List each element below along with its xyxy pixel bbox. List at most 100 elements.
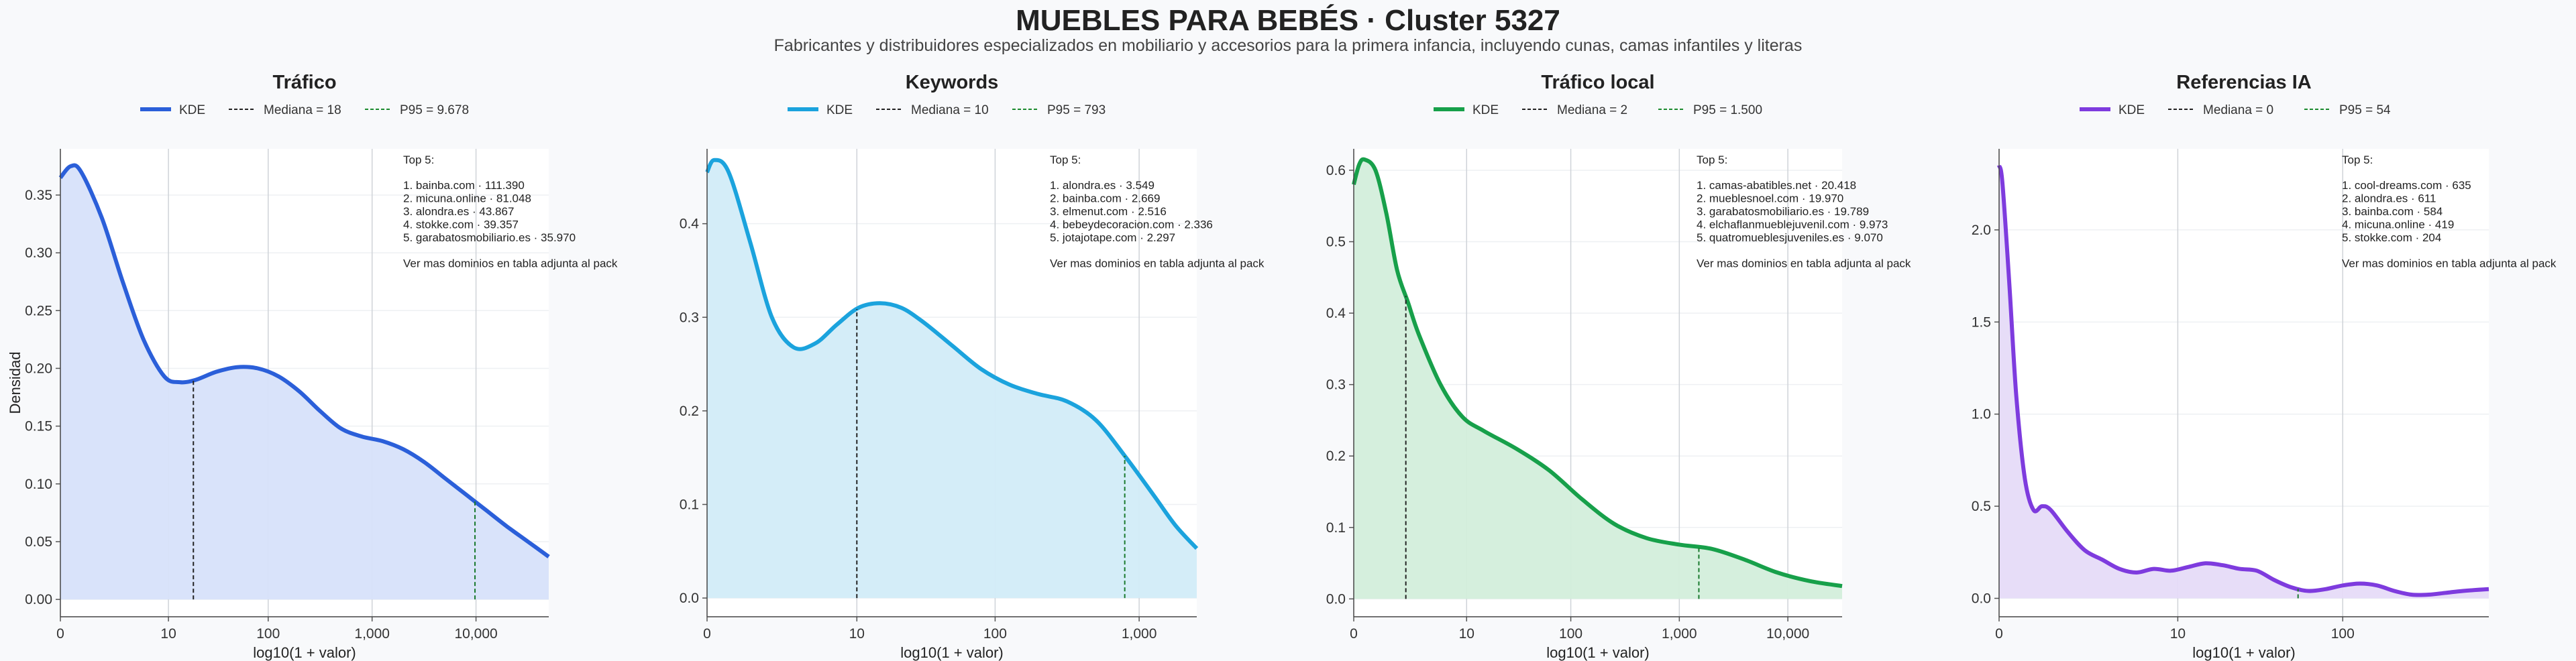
kde-area — [60, 165, 549, 600]
legend-p95-label: P95 = 9.678 — [400, 103, 469, 117]
legend: KDE Mediana = 0 P95 = 54 — [2080, 103, 2391, 117]
x-tick-label: 100 — [983, 626, 1007, 642]
x-tick-label: 10 — [160, 626, 176, 642]
kde-area — [707, 160, 1197, 599]
top5-item: 5. jotajotape.com · 2.297 — [1050, 231, 1175, 244]
top5-item: 2. micuna.online · 81.048 — [403, 192, 531, 205]
top5-item: 4. stokke.com · 39.357 — [403, 219, 519, 231]
top5-item: 3. bainba.com · 584 — [2342, 205, 2443, 218]
legend-median-label: Mediana = 0 — [2203, 103, 2273, 117]
legend-kde-label: KDE — [826, 103, 853, 117]
kde-line — [1997, 164, 2489, 597]
top5-item: 4. elchaflanmueblejuvenil.com · 9.973 — [1697, 219, 1888, 231]
y-tick-label: 0.0 — [1972, 591, 1991, 607]
legend: KDE Mediana = 2 P95 = 1.500 — [1434, 103, 1762, 117]
y-tick-label: 2.0 — [1972, 223, 1991, 238]
x-tick-label: 100 — [2331, 626, 2355, 642]
top5-note: Ver mas dominios en tabla adjunta al pac… — [1697, 257, 1911, 270]
chart-title: Tráfico local — [1541, 72, 1654, 93]
legend-kde-label: KDE — [1472, 103, 1499, 117]
top5-heading: Top 5: — [1697, 154, 1727, 166]
y-tick-label: 0.1 — [1326, 520, 1346, 536]
y-tick-label: 0.30 — [25, 245, 52, 261]
top5-item: 1. alondra.es · 3.549 — [1050, 179, 1155, 192]
x-tick-label: 1,000 — [1662, 626, 1697, 642]
y-tick-label: 0.3 — [1326, 377, 1346, 393]
top5-item: 2. mueblesnoel.com · 19.970 — [1697, 192, 1843, 205]
legend-p95-label: P95 = 54 — [2339, 103, 2391, 117]
kde-area — [1999, 165, 2489, 599]
y-tick-label: 0.4 — [1326, 306, 1346, 321]
kde-line — [705, 158, 1199, 550]
y-tick-label: 0.00 — [25, 592, 52, 607]
top5-item: 4. micuna.online · 419 — [2342, 219, 2454, 231]
x-tick-label: 10,000 — [1766, 626, 1809, 642]
kde-area — [1354, 159, 1842, 599]
top5-item: 5. quatromueblesjuveniles.es · 9.070 — [1697, 231, 1883, 244]
x-tick-label: 10,000 — [454, 626, 497, 642]
x-tick-label: 10 — [1459, 626, 1474, 642]
x-tick-label: 10 — [2170, 626, 2186, 642]
legend-kde-label: KDE — [179, 103, 205, 117]
x-tick-label: 0 — [56, 626, 64, 642]
legend-p95-label: P95 = 793 — [1047, 103, 1106, 117]
top5-item: 5. garabatosmobiliario.es · 35.970 — [403, 231, 576, 244]
y-tick-label: 0.5 — [1326, 235, 1346, 250]
kde-line — [1352, 157, 1843, 589]
top5-item: 3. garabatosmobiliario.es · 19.789 — [1697, 205, 1869, 218]
x-axis-label: log10(1 + valor) — [1546, 644, 1649, 661]
legend-median-label: Mediana = 18 — [264, 103, 341, 117]
y-tick-label: 0.2 — [680, 404, 699, 419]
top5-item: 2. bainba.com · 2.669 — [1050, 192, 1160, 205]
y-axis-label: Densidad — [7, 352, 23, 414]
top5-heading: Top 5: — [403, 154, 434, 166]
legend: KDE Mediana = 10 P95 = 793 — [788, 103, 1106, 117]
y-tick-label: 0.35 — [25, 188, 52, 203]
chart-panel-1: Tráfico KDE Mediana = 18 P95 = 9.678 0.00 0.0… — [7, 72, 618, 661]
x-tick-label: 0 — [1350, 626, 1358, 642]
kde-line — [58, 163, 550, 558]
chart-panel-4: Referencias IA KDE Mediana = 0 P95 = 54 0.0 0… — [1972, 72, 2557, 661]
top5-item: 1. bainba.com · 111.390 — [403, 179, 525, 192]
top5-annotation: Top 5: 1. camas-abatibles.net · 20.4182. … — [1697, 154, 1911, 270]
x-tick-label: 0 — [703, 626, 711, 642]
y-tick-label: 0.3 — [680, 310, 699, 325]
x-tick-label: 10 — [849, 626, 865, 642]
top5-item: 3. elmenut.com · 2.516 — [1050, 205, 1167, 218]
x-axis-label: log10(1 + valor) — [900, 644, 1003, 661]
top5-item: 2. alondra.es · 611 — [2342, 192, 2436, 205]
chart-title: Referencias IA — [2176, 72, 2312, 93]
top5-item: 1. cool-dreams.com · 635 — [2342, 179, 2471, 192]
figure-subtitle: Fabricantes y distribuidores especializa… — [773, 36, 1803, 55]
top5-item: 4. bebeydecoracion.com · 2.336 — [1050, 219, 1213, 231]
y-tick-label: 0.0 — [680, 591, 699, 606]
chart-title: Tráfico — [272, 72, 336, 93]
x-tick-label: 1,000 — [354, 626, 390, 642]
x-axis-label: log10(1 + valor) — [2192, 644, 2295, 661]
y-tick-label: 0.0 — [1326, 591, 1346, 607]
x-axis-label: log10(1 + valor) — [253, 644, 356, 661]
y-tick-label: 0.6 — [1326, 163, 1346, 178]
y-tick-label: 0.10 — [25, 477, 52, 492]
chart-panel-2: Keywords KDE Mediana = 10 P95 = 793 0.0 0.1 0.… — [680, 72, 1265, 661]
legend-kde-label: KDE — [2118, 103, 2145, 117]
top5-item: 3. alondra.es · 43.867 — [403, 205, 514, 218]
y-tick-label: 0.25 — [25, 303, 52, 318]
legend-p95-label: P95 = 1.500 — [1693, 103, 1762, 117]
top5-heading: Top 5: — [2342, 154, 2373, 166]
top5-note: Ver mas dominios en tabla adjunta al pac… — [2342, 257, 2557, 270]
y-tick-label: 0.2 — [1326, 448, 1346, 464]
y-tick-label: 0.05 — [25, 534, 52, 550]
x-tick-label: 100 — [1559, 626, 1582, 642]
x-tick-label: 0 — [1995, 626, 2003, 642]
chart-panel-3: Tráfico local KDE Mediana = 2 P95 = 1.500 0.… — [1326, 72, 1911, 661]
y-tick-label: 1.0 — [1972, 407, 1991, 422]
top5-item: 1. camas-abatibles.net · 20.418 — [1697, 179, 1856, 192]
legend-median-label: Mediana = 10 — [911, 103, 989, 117]
y-tick-label: 0.1 — [680, 497, 699, 512]
